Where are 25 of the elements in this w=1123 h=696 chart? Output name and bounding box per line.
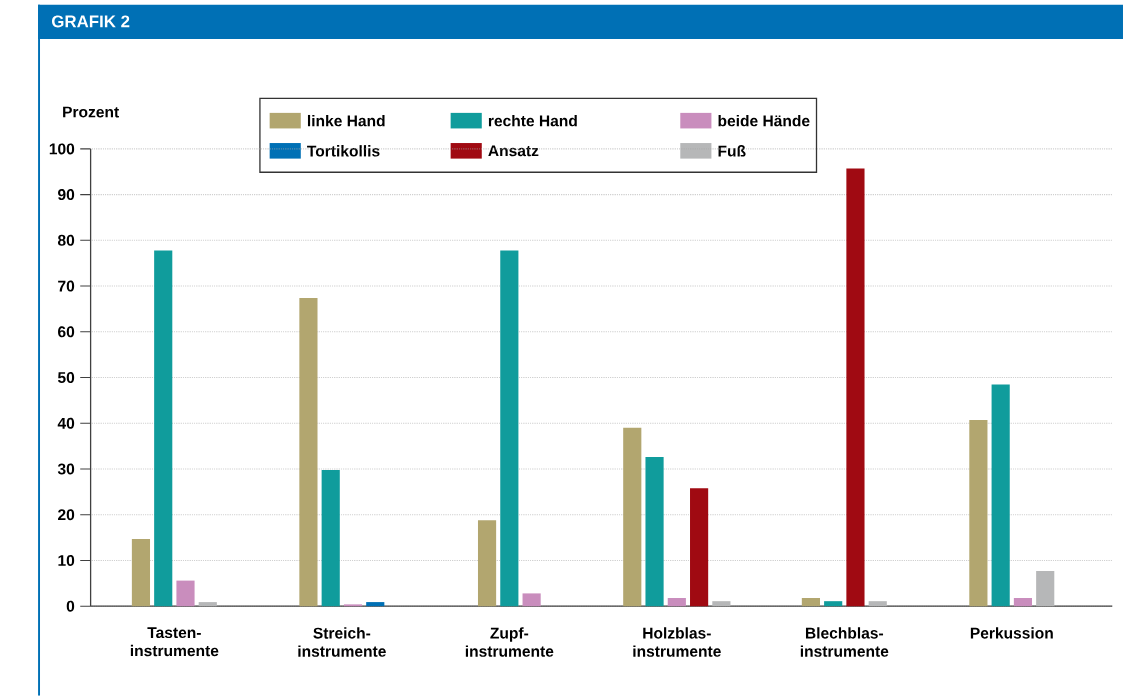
y-axis-title: Prozent — [63, 106, 119, 118]
y-tick-label: 20 — [58, 509, 75, 521]
y-tick-label: 90 — [58, 189, 75, 201]
y-tick-label: 70 — [58, 280, 75, 292]
y-tick-label: 10 — [58, 555, 75, 567]
legend-label: Ansatz — [488, 145, 539, 157]
legend-label: rechte Hand — [488, 115, 577, 127]
y-tick-label: 80 — [57, 234, 75, 246]
y-tick-label: 0 — [66, 600, 75, 612]
y-tick-label: 40 — [57, 417, 75, 429]
chart-title: GRAFIK 2 — [52, 15, 130, 28]
legend-label: linke Hand — [307, 115, 385, 127]
x-tick-label: Streich-instrumente — [298, 627, 386, 657]
y-tick-label: 60 — [58, 326, 75, 338]
x-tick-label: Blechblas-instrumente — [800, 627, 889, 657]
legend-label: Tortikollis — [307, 145, 380, 157]
x-tick-label: Zupf-instrumente — [465, 627, 554, 657]
y-tick-label: 30 — [57, 463, 75, 475]
x-tick-label: Holzblas-instrumente — [633, 627, 721, 657]
legend-label: beide Hände — [718, 115, 810, 127]
x-tick-label: Tasten-instrumente — [130, 627, 219, 657]
legend-label: Fuß — [718, 145, 746, 157]
x-tick-label: Perkussion — [970, 627, 1053, 639]
y-tick-label: 50 — [57, 372, 75, 384]
y-tick-label: 100 — [49, 143, 75, 155]
